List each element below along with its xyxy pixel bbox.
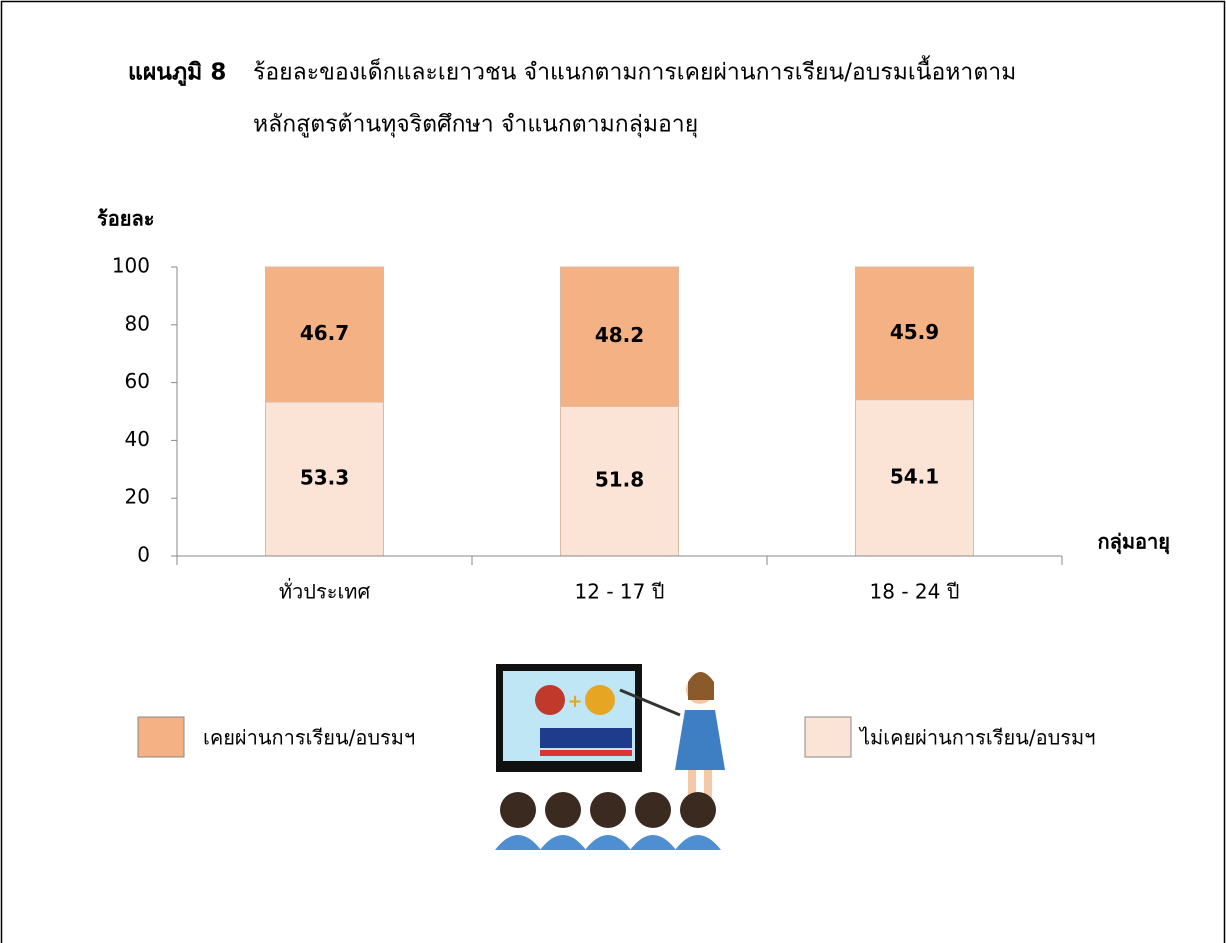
chart: แผนภูมิ 8 ร้อยละของเด็กและเยาวชน จำแนกตา… (0, 0, 1226, 943)
value-label: 46.7 (300, 321, 349, 345)
title-number: แผนภูมิ 8 (128, 60, 226, 87)
x-axis-label: กลุ่มอายุ (1097, 530, 1170, 555)
legend-swatch (805, 717, 851, 757)
y-tick-label: 40 (125, 427, 150, 451)
legend-label: ไม่เคยผ่านการเรียน/อบรมฯ (858, 726, 1095, 750)
value-label: 51.8 (595, 468, 644, 492)
x-tick-label: ทั่วประเทศ (279, 578, 371, 604)
title-line: หลักสูตรต้านทุจริตศึกษา จำแนกตามกลุ่มอาย… (253, 112, 698, 138)
title-line: ร้อยละของเด็กและเยาวชน จำแนกตามการเคยผ่า… (253, 56, 1016, 86)
y-axis-label: ร้อยละ (97, 207, 154, 231)
value-label: 45.9 (890, 320, 939, 344)
y-tick-label: 0 (137, 543, 150, 567)
legend-swatch (138, 717, 184, 757)
x-tick-label: 12 - 17 ปี (575, 580, 665, 604)
y-tick-label: 80 (125, 311, 150, 335)
value-label: 54.1 (890, 464, 939, 488)
x-tick-label: 18 - 24 ปี (870, 580, 960, 604)
y-tick-label: 60 (125, 369, 150, 393)
value-label: 53.3 (300, 465, 349, 489)
value-label: 48.2 (595, 323, 644, 347)
y-tick-label: 20 (125, 485, 150, 509)
legend-label: เคยผ่านการเรียน/อบรมฯ (203, 726, 415, 750)
y-tick-label: 100 (112, 254, 150, 278)
illustration: + (495, 664, 725, 850)
svg-text:+: + (567, 691, 582, 712)
